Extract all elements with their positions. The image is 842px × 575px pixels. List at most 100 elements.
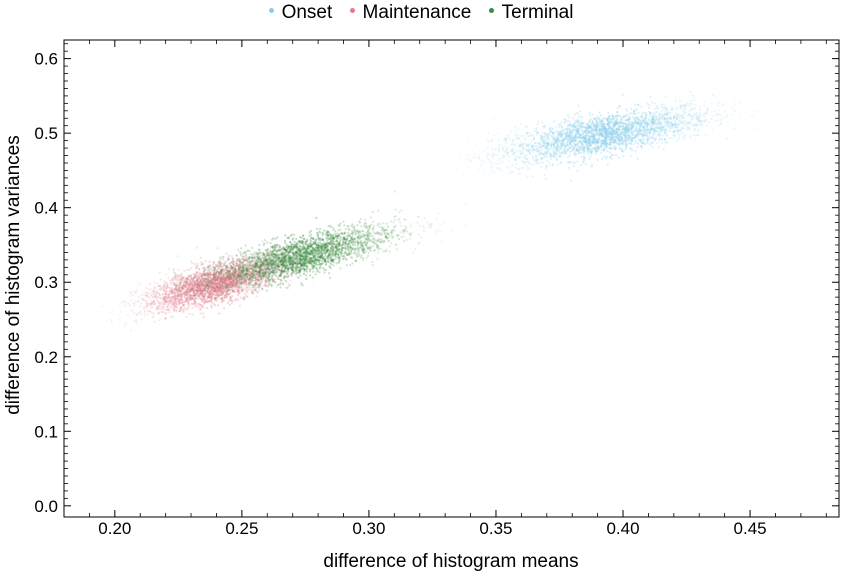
data-point: [482, 150, 485, 153]
data-point: [698, 108, 702, 112]
maintenance-legend-marker: [349, 8, 355, 14]
data-point: [610, 153, 613, 156]
data-point: [495, 162, 498, 165]
data-point: [481, 163, 485, 166]
data-point: [678, 116, 682, 120]
data-point: [499, 167, 502, 170]
data-point: [526, 165, 529, 168]
data-point: [703, 104, 706, 107]
data-point: [592, 135, 595, 138]
data-point: [144, 314, 147, 317]
data-point: [555, 159, 559, 162]
data-point: [622, 123, 625, 126]
data-point: [494, 148, 497, 151]
data-point: [652, 133, 655, 136]
data-point: [175, 310, 178, 313]
data-point: [526, 144, 530, 147]
data-point: [671, 108, 674, 111]
data-point: [622, 143, 625, 146]
data-point: [514, 159, 517, 162]
data-point: [550, 142, 553, 146]
data-point: [676, 107, 679, 110]
data-point: [604, 137, 607, 140]
data-point: [626, 109, 629, 112]
data-point: [518, 149, 521, 153]
data-point: [714, 96, 717, 99]
data-point: [523, 163, 527, 166]
data-point: [605, 155, 608, 158]
data-point: [686, 126, 689, 129]
data-point: [524, 136, 527, 139]
data-point: [555, 146, 558, 149]
data-point: [677, 137, 680, 140]
data-point: [699, 113, 702, 116]
data-point: [730, 114, 733, 117]
data-point: [612, 118, 616, 121]
data-point: [583, 157, 587, 160]
data-point: [656, 129, 659, 133]
data-point: [184, 306, 187, 309]
data-point: [612, 129, 616, 132]
data-point: [587, 131, 590, 135]
data-point: [549, 130, 552, 133]
data-point: [525, 148, 528, 151]
legend-item-maintenance[interactable]: Maintenance: [349, 2, 471, 24]
data-point: [143, 305, 146, 308]
data-point: [648, 134, 651, 138]
data-point: [617, 137, 620, 140]
data-point: [441, 159, 444, 162]
data-point: [578, 119, 581, 122]
data-point: [460, 158, 463, 161]
data-point: [563, 150, 566, 153]
data-point: [669, 114, 672, 118]
data-point: [551, 135, 555, 138]
data-point: [599, 140, 602, 143]
data-point: [544, 132, 547, 135]
data-point: [695, 111, 698, 114]
data-point: [620, 121, 623, 124]
data-point: [581, 143, 584, 146]
data-point: [559, 160, 563, 164]
data-point: [564, 135, 568, 138]
data-point: [636, 146, 639, 149]
data-point: [636, 122, 639, 125]
data-point: [560, 132, 563, 136]
data-point: [496, 166, 499, 170]
data-point: [590, 165, 593, 168]
data-point: [118, 318, 121, 321]
data-point: [531, 157, 535, 160]
data-point: [775, 94, 778, 98]
data-point: [238, 304, 241, 307]
data-point: [667, 137, 670, 140]
data-point: [132, 309, 135, 312]
data-point: [556, 163, 560, 166]
data-point: [255, 295, 258, 298]
data-point: [522, 161, 525, 164]
data-point: [169, 304, 173, 308]
data-point: [591, 113, 594, 116]
data-point: [568, 130, 571, 133]
data-point: [468, 141, 471, 144]
data-point: [641, 125, 644, 128]
data-point: [745, 119, 748, 122]
data-point: [660, 138, 663, 141]
data-point: [158, 300, 161, 303]
data-point: [658, 130, 662, 133]
data-point: [591, 140, 594, 144]
data-point: [668, 111, 671, 114]
legend-item-onset[interactable]: Onset: [268, 2, 332, 24]
data-point: [733, 127, 736, 130]
data-point: [697, 119, 701, 122]
data-point: [573, 152, 576, 155]
data-point: [243, 287, 246, 290]
data-point: [655, 115, 658, 118]
data-point: [571, 145, 574, 148]
data-point: [556, 147, 559, 150]
data-point: [674, 123, 677, 126]
data-point: [758, 108, 762, 111]
data-point: [595, 139, 598, 142]
data-point: [149, 310, 152, 313]
legend-item-terminal[interactable]: Terminal: [488, 2, 573, 24]
data-point: [602, 143, 606, 146]
data-point: [566, 124, 570, 127]
